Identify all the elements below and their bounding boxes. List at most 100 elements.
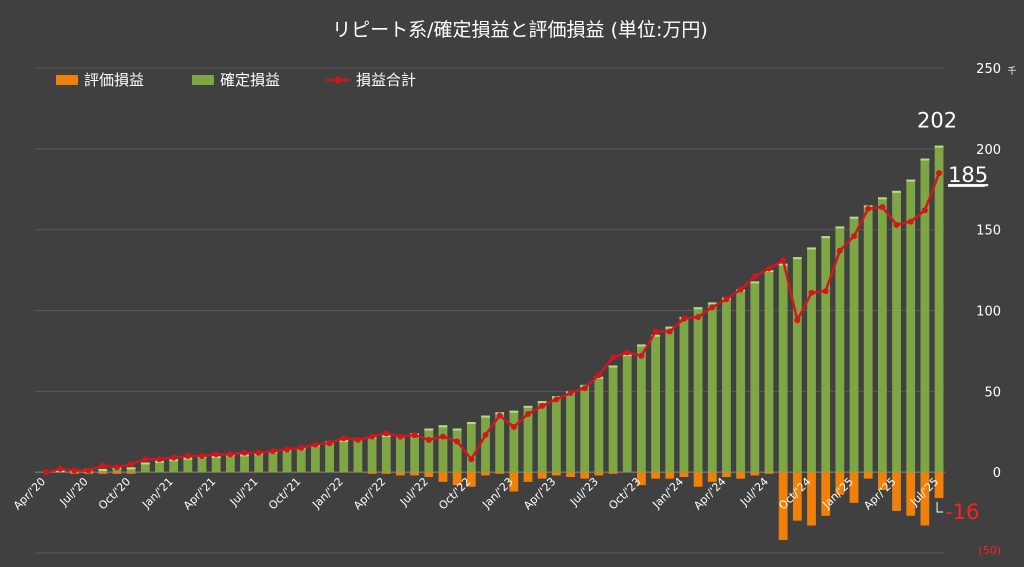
legend-label-realized: 確定損益 <box>220 71 280 89</box>
bar-unrealized <box>580 472 590 479</box>
total-point <box>765 265 772 272</box>
total-point <box>666 328 673 335</box>
total-point <box>723 296 730 303</box>
bar-realized <box>608 365 618 473</box>
legend-marker-total <box>334 76 342 84</box>
total-point <box>156 456 163 463</box>
total-point <box>624 349 631 356</box>
total-point <box>128 461 135 468</box>
bar-realized-highlight <box>693 307 703 310</box>
x-tick-label: Jul/'21 <box>227 475 261 509</box>
total-point <box>170 454 177 461</box>
bar-realized <box>722 297 731 473</box>
x-tick-label: Jul/'22 <box>397 475 431 509</box>
bar-realized <box>778 263 788 473</box>
total-point <box>737 286 744 293</box>
bar-realized <box>424 428 434 473</box>
bar-realized <box>934 145 944 473</box>
legend-swatch-realized <box>192 75 214 85</box>
bar-realized <box>325 441 334 473</box>
total-point <box>213 451 220 458</box>
total-point <box>553 396 560 403</box>
chart-title: リピート系/確定損益と評価損益 (単位:万円) <box>332 19 708 41</box>
total-point <box>921 207 928 214</box>
bar-realized <box>211 456 221 473</box>
bar-unrealized <box>608 472 618 474</box>
bar-realized <box>282 449 292 473</box>
bar-unrealized <box>410 472 420 476</box>
bar-realized <box>764 270 774 473</box>
bar-unrealized <box>396 472 405 476</box>
total-point <box>255 449 262 456</box>
bar-realized <box>622 354 632 473</box>
total-point <box>99 462 106 469</box>
x-tick-label: Jan/'21 <box>139 475 176 512</box>
legend-item-unrealized: 評価損益 <box>56 71 144 89</box>
bar-realized <box>750 281 760 473</box>
y-tick-label: 100 <box>976 305 1001 320</box>
total-point <box>298 444 305 451</box>
bar-realized <box>311 444 320 473</box>
bar-unrealized <box>750 472 760 476</box>
bar-realized <box>183 457 193 473</box>
bar-realized-highlight <box>849 216 859 219</box>
total-point <box>539 402 546 409</box>
bar-unrealized <box>693 472 703 487</box>
total-point <box>610 354 617 361</box>
bar-realized <box>381 434 391 473</box>
bar-realized <box>481 415 490 473</box>
bar-realized-highlight <box>126 467 136 470</box>
bar-realized-highlight <box>651 334 660 337</box>
bar-realized <box>339 439 349 473</box>
bar-realized-highlight <box>424 428 434 431</box>
bar-unrealized <box>849 472 859 503</box>
total-point <box>709 304 716 311</box>
bar-realized <box>396 434 405 473</box>
x-tick-label: Jul/'23 <box>567 475 601 509</box>
legend-swatch-unrealized <box>56 75 78 85</box>
bar-unrealized <box>863 472 873 479</box>
total-point <box>510 423 517 430</box>
total-point <box>57 465 64 472</box>
bar-realized <box>169 459 179 473</box>
bar-realized <box>693 307 703 473</box>
x-tick-label: Jan/'24 <box>650 475 687 512</box>
x-tick-label: Apr/'22 <box>351 475 388 512</box>
total-point <box>780 257 787 264</box>
bar-realized <box>466 422 476 473</box>
total-point <box>269 448 276 455</box>
bar-realized <box>509 410 519 473</box>
bar-realized <box>296 447 306 473</box>
legend-label-unrealized: 評価損益 <box>84 71 144 89</box>
bar-realized-highlight <box>750 281 760 284</box>
bar-realized <box>126 467 136 473</box>
total-point <box>397 433 404 440</box>
data-annotations: 202 185 -16 <box>917 109 988 524</box>
bar-unrealized <box>466 472 476 487</box>
bar-realized-highlight <box>466 422 476 425</box>
total-point <box>893 221 900 228</box>
bar-realized <box>807 247 816 473</box>
total-point <box>184 453 191 459</box>
bar-realized <box>665 326 675 473</box>
bar-realized <box>551 396 561 473</box>
bar-realized <box>849 216 859 473</box>
total-point <box>199 453 206 459</box>
bar-realized-highlight <box>140 462 150 465</box>
total-point <box>595 372 602 379</box>
x-tick-label: Oct/'21 <box>266 475 303 512</box>
bar-realized-highlight <box>835 226 845 229</box>
total-point <box>241 449 248 456</box>
total-point <box>525 410 532 417</box>
bar-realized-highlight <box>821 236 831 239</box>
x-tick-label: Apr/'20 <box>11 475 48 512</box>
x-tick-label: Oct/'23 <box>606 475 643 512</box>
total-point <box>936 170 943 177</box>
bar-realized-highlight <box>509 410 519 413</box>
bar-unrealized <box>792 472 802 521</box>
total-point <box>454 438 461 445</box>
x-tick-label: Oct/'20 <box>96 475 133 512</box>
total-point <box>879 204 886 211</box>
bar-realized <box>679 316 689 473</box>
